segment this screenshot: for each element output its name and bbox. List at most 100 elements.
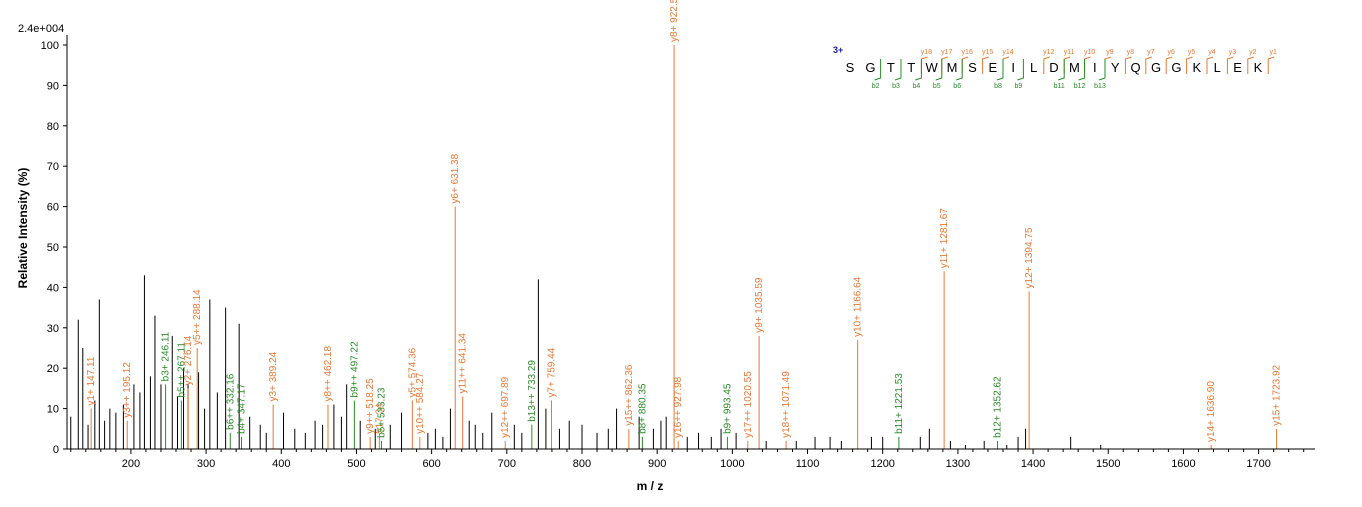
y-ion-mark: y2	[1249, 49, 1257, 56]
x-tick-label: 1600	[1171, 458, 1195, 470]
sequence-residue: E	[988, 60, 997, 75]
sequence-residue: G	[865, 60, 875, 75]
sequence-residue: M	[1069, 60, 1080, 75]
sequence-residue: G	[1171, 60, 1181, 75]
sequence-residue: Y	[1111, 60, 1120, 75]
sequence-residue: T	[887, 60, 895, 75]
y-tick-label: 20	[47, 363, 59, 375]
y-tick-label: 60	[47, 202, 59, 214]
sequence-residue: L	[1214, 60, 1221, 75]
peak-label: b4+ 347.17	[237, 383, 248, 434]
peak-label: y12+ 1394.75	[1024, 227, 1035, 288]
x-tick-label: 600	[422, 458, 440, 470]
sequence-residue: M	[947, 60, 958, 75]
x-tick-label: 800	[573, 458, 591, 470]
y-ion-mark: y18	[921, 49, 932, 56]
peak-label: y15+ 1723.92	[1272, 364, 1283, 425]
y-ion-mark: y5	[1188, 49, 1196, 56]
intensity-scale-label: 2.4e+004	[18, 23, 64, 35]
y-ion-mark: y1	[1269, 49, 1277, 56]
y-ion-mark: y15	[982, 49, 993, 56]
y-ion-mark: y3	[1229, 49, 1237, 56]
b-ion-mark: b13	[1094, 83, 1106, 90]
y-ion-mark: y17	[941, 49, 952, 56]
x-tick-label: 1700	[1246, 458, 1270, 470]
b-ion-bracket	[1017, 59, 1024, 81]
sequence-residue: I	[1093, 60, 1097, 75]
x-tick-label: 500	[347, 458, 365, 470]
x-axis-title: m / z	[637, 479, 664, 493]
b-ion-mark: b2	[872, 83, 880, 90]
b-ion-bracket	[1078, 59, 1086, 81]
peak-label: b5+ 533.23	[376, 387, 387, 438]
peak-label: b9++ 497.22	[349, 341, 360, 398]
sequence-residue: I	[1011, 60, 1015, 75]
sequence-residue: D	[1049, 60, 1058, 75]
sequence-residue: T	[907, 60, 915, 75]
b-ion-mark: b9	[1015, 83, 1023, 90]
peak-label: y18++ 1071.49	[781, 371, 792, 438]
b-ion-bracket	[874, 59, 882, 81]
b-ion-mark: b12	[1074, 83, 1086, 90]
b-ion-bracket	[894, 59, 902, 81]
peak-label: b3+ 246.11	[161, 331, 172, 381]
y-ion-bracket	[1124, 56, 1132, 74]
x-tick-label: 900	[648, 458, 666, 470]
x-tick-label: 200	[122, 458, 140, 470]
y-ion-bracket	[1043, 56, 1050, 74]
peak-label: b6++ 332.16	[225, 373, 236, 430]
peak-label: b5++ 267.11	[176, 342, 187, 398]
sequence-residue: Q	[1131, 60, 1141, 75]
peak-label: b8+ 880.35	[637, 383, 648, 434]
b-ion-mark: b4	[913, 83, 921, 90]
peak-label: y12++ 697.89	[500, 376, 511, 438]
peak-label: y8+ 922.5	[669, 0, 680, 42]
peak-label: y10++ 584.27	[415, 372, 426, 434]
sequence-residue: W	[925, 60, 938, 75]
y-tick-label: 10	[47, 404, 59, 416]
peak-label: y15++ 862.36	[624, 364, 635, 426]
peak-label: y3+ 389.24	[268, 351, 279, 401]
peak-label: y16++ 927.98	[673, 376, 684, 438]
charge-state: 3+	[833, 45, 843, 55]
x-tick-label: 1500	[1096, 458, 1120, 470]
x-tick-label: 700	[498, 458, 516, 470]
y-ion-mark: y16	[962, 49, 973, 56]
peak-label: y6+ 631.38	[450, 153, 461, 203]
b-ion-bracket	[1098, 59, 1106, 81]
y-ion-bracket	[1145, 56, 1152, 74]
b-ion-bracket	[996, 59, 1004, 81]
sequence-residue: L	[1030, 60, 1037, 75]
b-ion-mark: b3	[892, 83, 900, 90]
x-tick-label: 1200	[870, 458, 894, 470]
y-ion-bracket	[1267, 56, 1275, 74]
b-ion-bracket	[915, 59, 922, 81]
peak-label: y8++ 462.18	[323, 346, 334, 402]
y-tick-label: 50	[47, 242, 59, 254]
peak-label: y9++ 518.25	[365, 378, 376, 434]
peak-label: y11++ 641.34	[458, 333, 469, 394]
peak-label: b11+ 1221.53	[894, 373, 905, 434]
b-ion-mark: b5	[933, 83, 941, 90]
y-ion-mark: y7	[1147, 49, 1155, 56]
y-ion-mark: y4	[1208, 49, 1216, 56]
y-tick-label: 30	[47, 323, 59, 335]
sequence-residue: S	[846, 60, 855, 75]
peak-label: y1+ 147.11	[86, 356, 97, 405]
sequence-residue: G	[1151, 60, 1161, 75]
y-tick-label: 100	[41, 40, 59, 52]
y-ion-mark: y10	[1084, 49, 1095, 56]
peak-label: b9+ 993.45	[722, 383, 733, 434]
y-ion-mark: y8	[1127, 49, 1135, 56]
x-tick-label: 1100	[796, 458, 820, 470]
y-ion-bracket	[1002, 56, 1010, 74]
x-tick-label: 1300	[946, 458, 970, 470]
peak-label: y9+ 1035.59	[754, 277, 765, 333]
peak-label: y5+ 574.36	[407, 347, 418, 397]
y-tick-label: 0	[53, 444, 59, 456]
y-ion-mark: y11	[1064, 49, 1075, 56]
b-ion-bracket	[1058, 59, 1065, 81]
y-ion-mark: y6	[1167, 49, 1175, 56]
y-tick-label: 80	[47, 121, 59, 133]
peak-label: y5++ 288.14	[192, 289, 203, 345]
